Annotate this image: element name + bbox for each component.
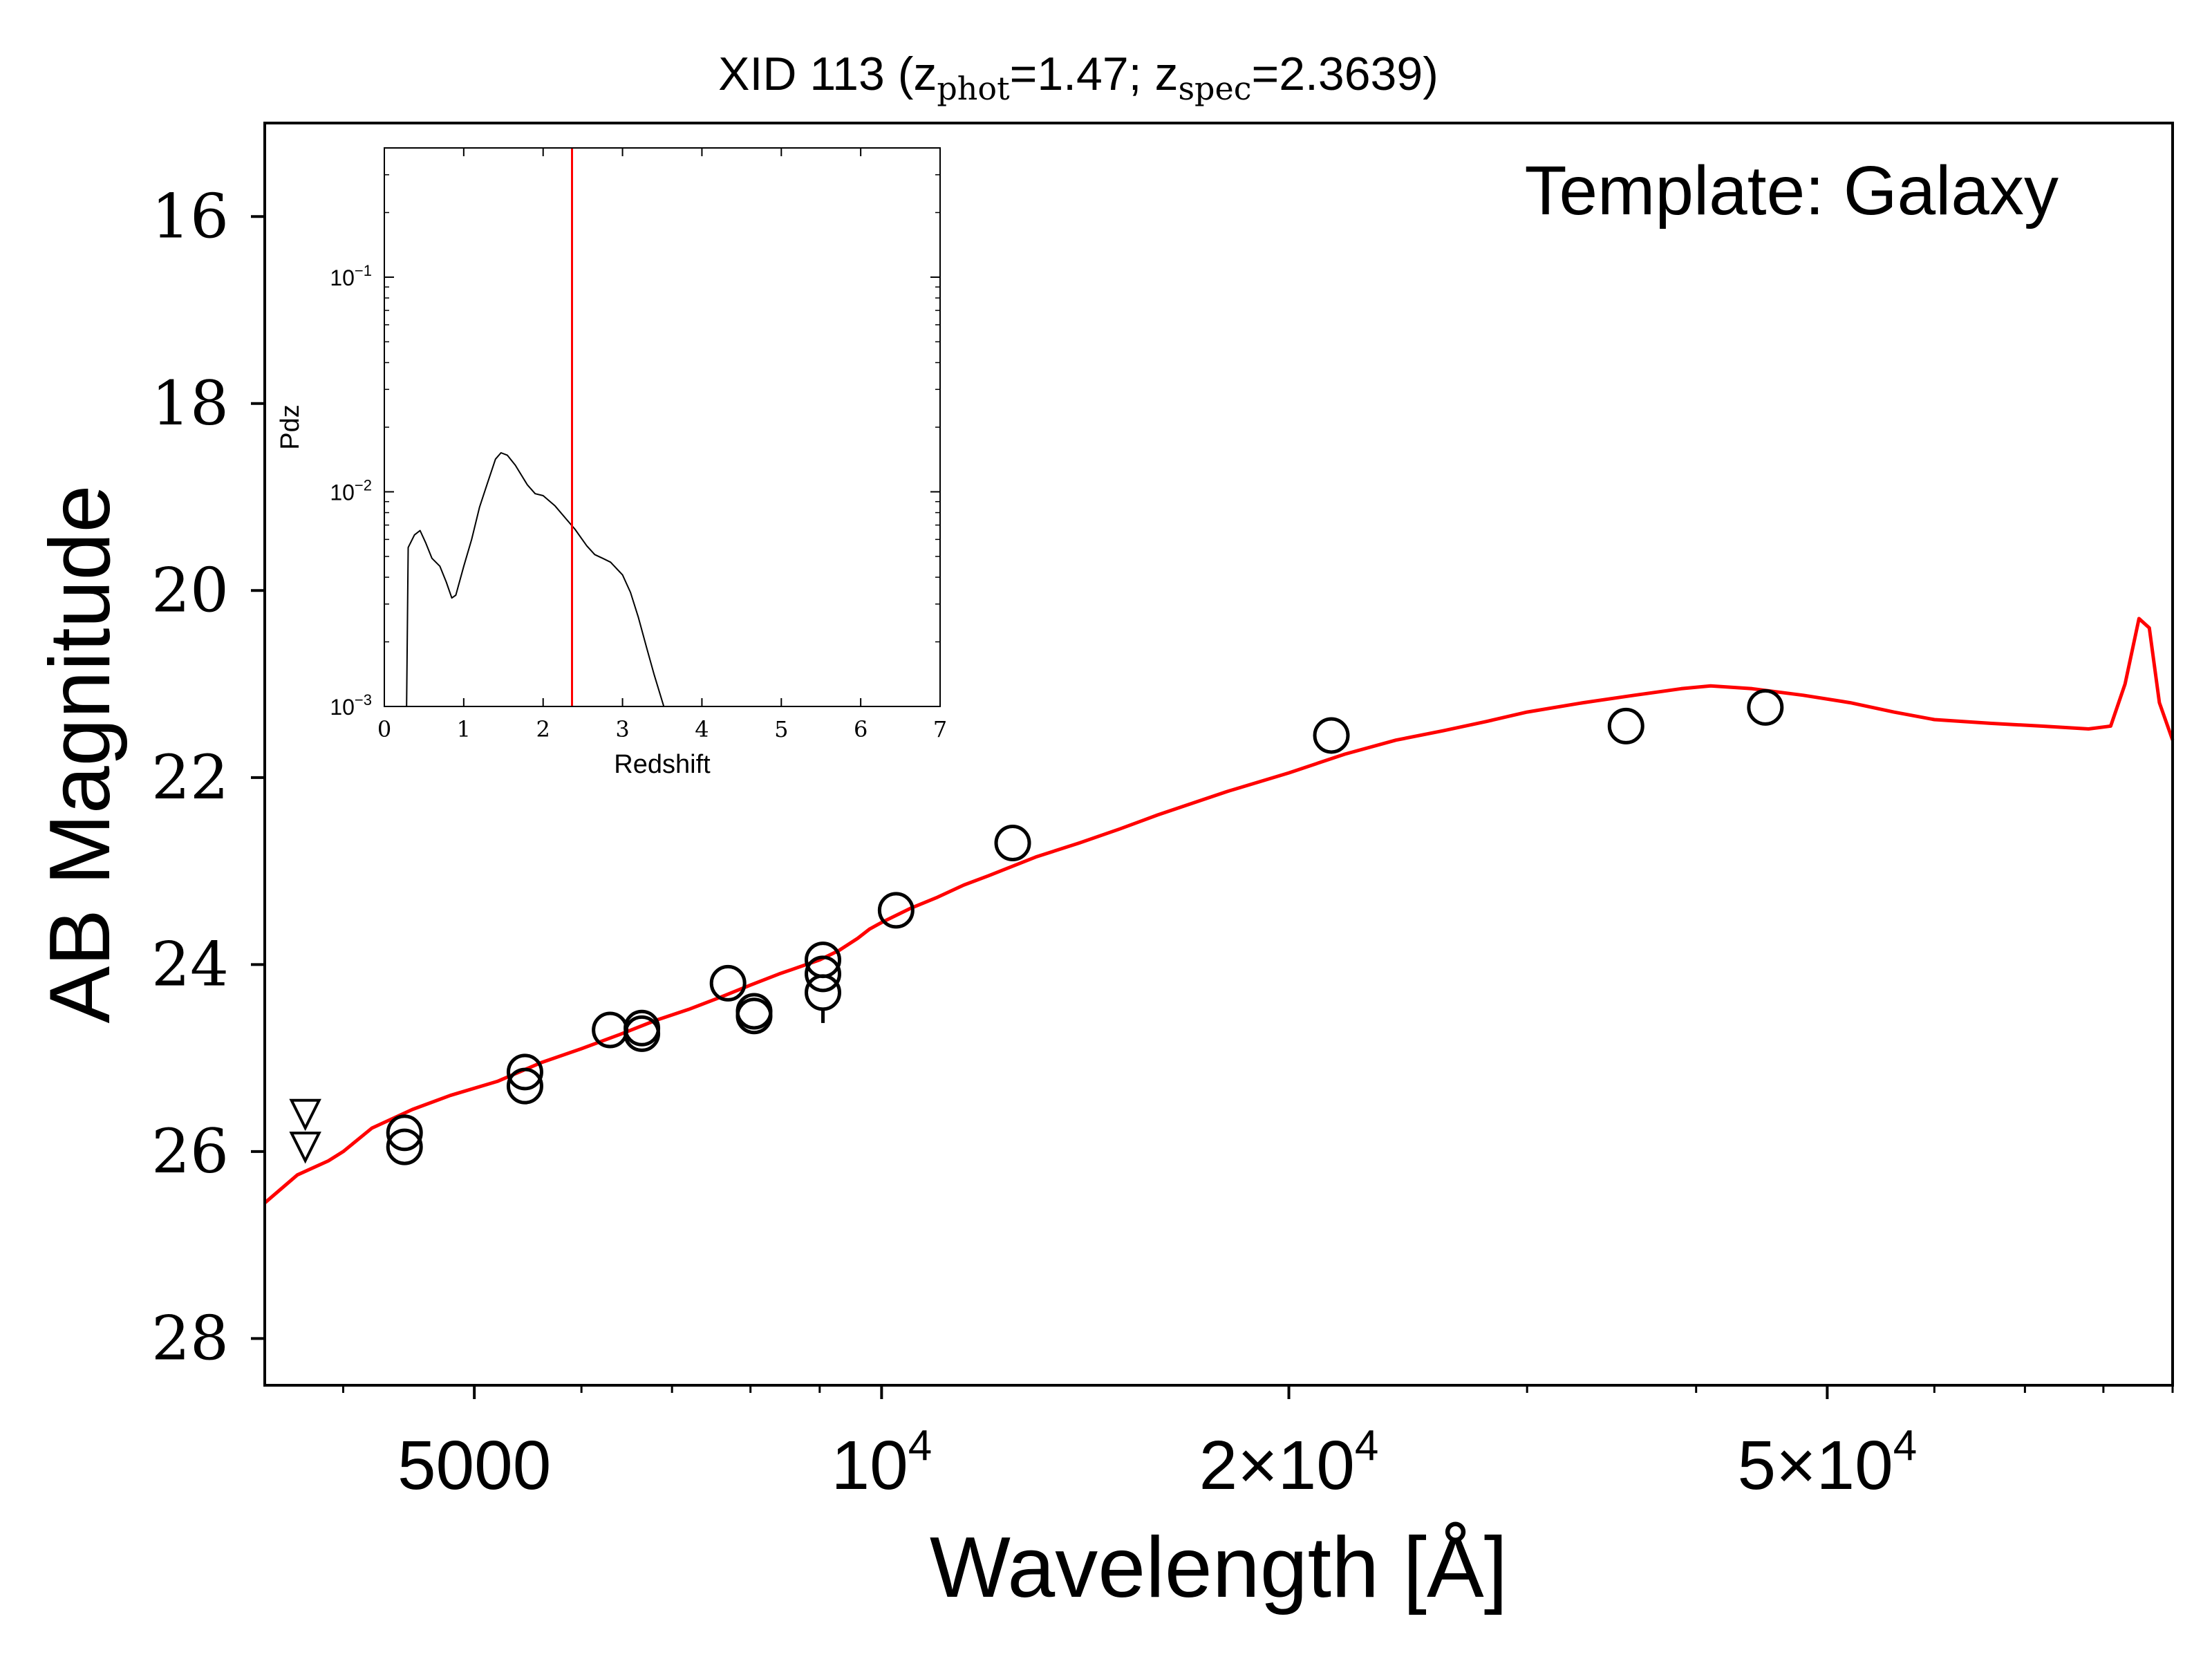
inset-x-tick-label: 4 bbox=[695, 716, 709, 742]
pdz-curve bbox=[406, 452, 665, 707]
x-axis-label: Wavelength [Å] bbox=[930, 1520, 1508, 1615]
y-tick-label: 20 bbox=[151, 554, 229, 626]
photometry-point bbox=[1313, 717, 1350, 754]
photometry-point bbox=[994, 824, 1031, 861]
y-tick-label: 22 bbox=[151, 742, 229, 813]
inset-y-tick-label: 10−2 bbox=[330, 476, 372, 505]
photometry-point bbox=[386, 1114, 423, 1152]
y-tick-label: 16 bbox=[151, 180, 229, 252]
upper-limit-marker bbox=[289, 1098, 321, 1132]
photometry-point bbox=[506, 1053, 543, 1091]
upper-limit-marker bbox=[289, 1132, 321, 1164]
template-spectrum-line bbox=[263, 617, 2175, 1205]
photometry-point bbox=[506, 1067, 543, 1105]
y-axis-label: AB Magnitude bbox=[32, 485, 128, 1024]
main-axes-frame bbox=[263, 122, 2174, 1387]
chart-title: XID 113 (zphot=1.47; zspec=2.3639) bbox=[718, 48, 1438, 107]
x-tick-label: 104 bbox=[831, 1422, 932, 1504]
inset-x-tick-label: 2 bbox=[536, 716, 550, 742]
inset-x-tick-label: 3 bbox=[615, 716, 629, 742]
x-tick-label: 5000 bbox=[397, 1427, 551, 1504]
title-spec-value: =2.3639) bbox=[1252, 48, 1438, 100]
y-tick-label: 18 bbox=[151, 368, 229, 439]
inset-x-tick-label: 5 bbox=[774, 716, 788, 742]
photometry-point bbox=[624, 1015, 661, 1052]
inset-axes-frame bbox=[384, 147, 941, 707]
photometry-point bbox=[735, 997, 773, 1035]
inset-y-tick-label: 10−3 bbox=[330, 691, 372, 720]
inset-x-tick-label: 0 bbox=[377, 716, 391, 742]
x-tick-label: 2×104 bbox=[1199, 1422, 1379, 1504]
y-tick-label: 24 bbox=[151, 928, 229, 1000]
title-prefix: XID 113 (z bbox=[718, 48, 937, 100]
inset-plot-area bbox=[406, 148, 665, 707]
inset-background bbox=[384, 148, 940, 706]
photometry-point bbox=[877, 892, 915, 929]
photometry-point bbox=[386, 1128, 423, 1165]
x-tick-label: 5×104 bbox=[1738, 1422, 1918, 1504]
title-phot-subscript: phot bbox=[937, 70, 1010, 107]
inset-x-axis-label: Redshift bbox=[614, 750, 711, 779]
photometry-point bbox=[709, 964, 747, 1002]
photometry-point bbox=[805, 955, 842, 993]
photometry-point bbox=[805, 974, 842, 1011]
main-plot-area bbox=[263, 617, 2175, 1205]
photometry-point bbox=[1747, 688, 1784, 726]
template-annotation: Template: Galaxy bbox=[1524, 152, 2059, 229]
inset-x-tick-label: 6 bbox=[854, 716, 868, 742]
title-spec-subscript: spec bbox=[1178, 70, 1251, 107]
inset-y-tick-label: 10−1 bbox=[330, 262, 372, 290]
inset-x-tick-label: 1 bbox=[457, 716, 471, 742]
y-tick-label: 26 bbox=[151, 1116, 229, 1187]
title-phot-value: =1.47; z bbox=[1010, 48, 1179, 100]
photometry-point bbox=[592, 1011, 629, 1049]
y-tick-label: 28 bbox=[151, 1302, 229, 1374]
photometry-point bbox=[1607, 707, 1644, 744]
inset-x-tick-label: 7 bbox=[933, 716, 947, 742]
inset-y-axis-label: Pdz bbox=[276, 404, 305, 449]
